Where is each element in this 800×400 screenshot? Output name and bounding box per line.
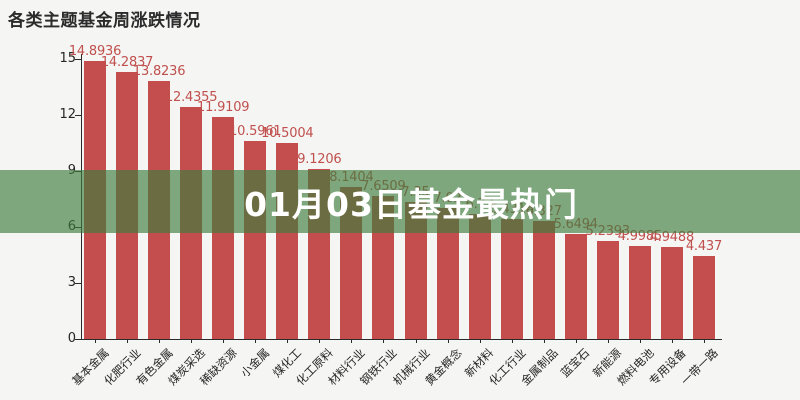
- y-tick-mark: [75, 282, 81, 284]
- y-tick-label: 15: [59, 50, 76, 66]
- chart-title: 各类主题基金周涨跌情况: [8, 11, 201, 31]
- x-tick-mark: [127, 339, 129, 343]
- bar-value-label: 14.8936: [68, 43, 122, 59]
- x-tick-mark: [95, 339, 96, 343]
- bar[interactable]: [628, 245, 651, 339]
- bar[interactable]: [404, 201, 427, 339]
- y-tick-label: 0: [67, 331, 76, 346]
- x-tick-mark: [191, 339, 193, 343]
- x-tick-mark: [159, 339, 161, 343]
- x-category-label: 小金属: [237, 345, 272, 381]
- bar-value-label: 4.437: [685, 239, 723, 255]
- x-tick-mark: [575, 339, 577, 343]
- x-tick-mark: [639, 339, 641, 343]
- y-tick-mark: [75, 339, 81, 340]
- bar[interactable]: [596, 241, 619, 339]
- bar-value-label: 9.1206: [297, 151, 342, 167]
- x-tick-mark: [287, 339, 289, 343]
- bar-value-label: 12.4355: [164, 89, 218, 105]
- y-tick-mark: [75, 114, 81, 116]
- x-tick-mark: [479, 339, 481, 343]
- bar-value-label: 13.8236: [132, 63, 186, 79]
- bar-value-label: 11.9109: [197, 99, 250, 115]
- bar[interactable]: [468, 213, 491, 339]
- bar[interactable]: [436, 207, 459, 339]
- bar-value-label: 10.5961: [229, 124, 282, 140]
- x-tick-mark: [319, 339, 321, 343]
- y-tick-label: 12: [59, 106, 76, 122]
- x-tick-mark: [511, 339, 513, 343]
- x-tick-mark: [351, 339, 353, 343]
- bar[interactable]: [532, 220, 555, 339]
- overlay-banner: 01月03日基金最热门: [0, 170, 800, 233]
- y-tick-label: 3: [67, 274, 76, 290]
- x-tick-mark: [543, 339, 545, 343]
- bar-value-label: 14.2837: [100, 55, 154, 71]
- bar-value-label: 10.5004: [261, 125, 314, 141]
- bar[interactable]: [500, 218, 523, 339]
- bar[interactable]: [564, 233, 587, 339]
- x-axis-line: [81, 339, 722, 340]
- x-tick-mark: [671, 339, 673, 343]
- x-tick-mark: [703, 339, 705, 343]
- bar-value-label: 4.9488: [649, 229, 695, 245]
- x-tick-mark: [607, 339, 609, 343]
- y-tick-mark: [75, 58, 81, 60]
- x-tick-mark: [255, 339, 257, 343]
- x-tick-mark: [415, 339, 417, 343]
- bar[interactable]: [660, 246, 683, 339]
- x-tick-mark: [447, 339, 449, 343]
- overlay-banner-title: 01月03日基金最热门: [244, 184, 578, 224]
- x-category-label: 蓝宝石: [558, 345, 593, 381]
- x-tick-mark: [223, 339, 225, 343]
- x-tick-mark: [383, 339, 385, 343]
- bar[interactable]: [692, 256, 715, 339]
